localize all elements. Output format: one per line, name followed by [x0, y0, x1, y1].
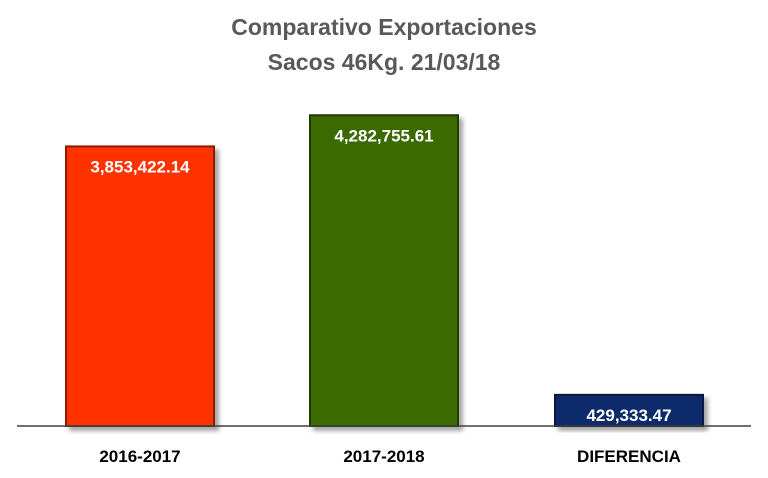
bar-2016-2017 — [65, 145, 215, 427]
x-tick-label: DIFERENCIA — [577, 447, 681, 466]
bar-2017-2018 — [309, 114, 459, 427]
x-tick-label: 2017-2018 — [343, 447, 424, 466]
data-label: 429,333.47 — [586, 406, 671, 425]
data-label: 4,282,755.61 — [334, 126, 433, 145]
chart-title: Comparativo Exportaciones — [231, 14, 537, 40]
chart-subtitle: Sacos 46Kg. 21/03/18 — [267, 49, 501, 75]
x-tick-label: 2016-2017 — [99, 447, 180, 466]
data-label: 3,853,422.14 — [90, 157, 190, 176]
